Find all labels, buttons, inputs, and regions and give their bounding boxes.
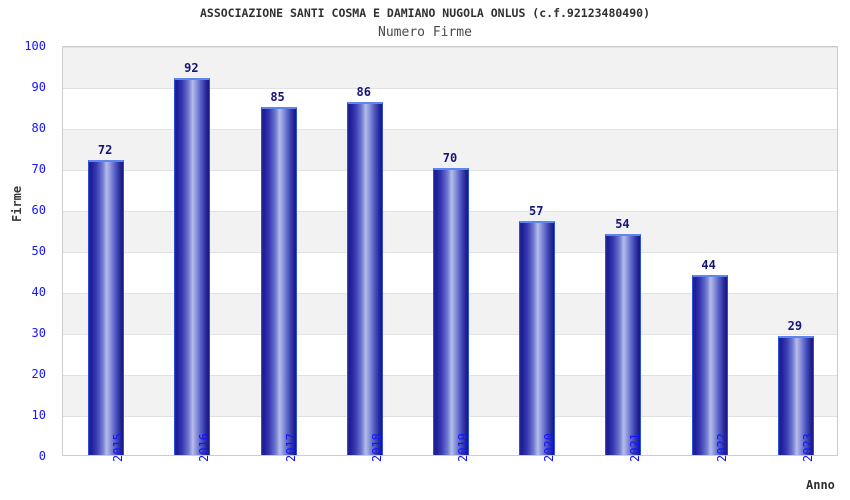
y-axis-tick-label: 10 (31, 408, 46, 422)
y-axis-tick-label: 40 (31, 285, 46, 299)
bar-value-label: 92 (184, 60, 199, 75)
x-axis-tick-label: 2023 (800, 433, 815, 462)
y-axis-tick-label: 100 (24, 39, 46, 53)
y-axis-tick-label: 90 (31, 80, 46, 94)
x-axis-tick-label: 2019 (456, 433, 470, 462)
x-axis-title: Anno (806, 478, 835, 492)
bar[interactable] (433, 168, 469, 455)
bar[interactable] (88, 159, 125, 455)
gridline (63, 129, 837, 130)
bar-value-label: 86 (356, 85, 371, 100)
bar-value-label: 70 (442, 151, 458, 165)
bar-value-label: 44 (701, 257, 716, 272)
y-axis-tick-label: 60 (31, 203, 46, 217)
gridline (63, 47, 837, 48)
x-axis-tick-label: 2018 (369, 433, 384, 462)
x-axis-tick-label: 2022 (714, 433, 729, 462)
bar[interactable] (605, 233, 642, 455)
x-axis-tick-label: 2015 (111, 433, 126, 462)
bar[interactable] (519, 221, 556, 455)
x-axis-tick-label: 2017 (283, 433, 298, 462)
bar-value-label: 29 (787, 319, 803, 334)
y-axis-tick-label: 70 (31, 162, 46, 176)
y-axis-tick-label: 0 (38, 449, 46, 463)
y-axis-tick-label: 20 (31, 367, 46, 381)
bar[interactable] (174, 77, 211, 455)
x-axis-tick-label: 2016 (197, 433, 212, 462)
y-axis-tick-label: 50 (31, 244, 46, 258)
bar[interactable] (777, 336, 814, 455)
chart-subtitle: Numero Firme (378, 25, 472, 40)
chart-title: ASSOCIAZIONE SANTI COSMA E DAMIANO NUGOL… (199, 6, 651, 20)
bar[interactable] (346, 102, 383, 455)
gridline (63, 88, 837, 89)
bar[interactable] (691, 274, 728, 455)
y-axis-tick-label: 30 (31, 326, 46, 340)
bar-value-label: 85 (270, 89, 285, 104)
plot-area (62, 46, 838, 456)
x-axis-tick-label: 2020 (542, 433, 557, 462)
bar-value-label: 54 (615, 216, 630, 231)
bar-value-label: 72 (97, 142, 113, 157)
bar[interactable] (260, 106, 297, 455)
bar-value-label: 57 (528, 204, 544, 219)
x-axis-tick-label: 2021 (628, 433, 643, 462)
y-axis-tick-label: 80 (31, 121, 46, 135)
